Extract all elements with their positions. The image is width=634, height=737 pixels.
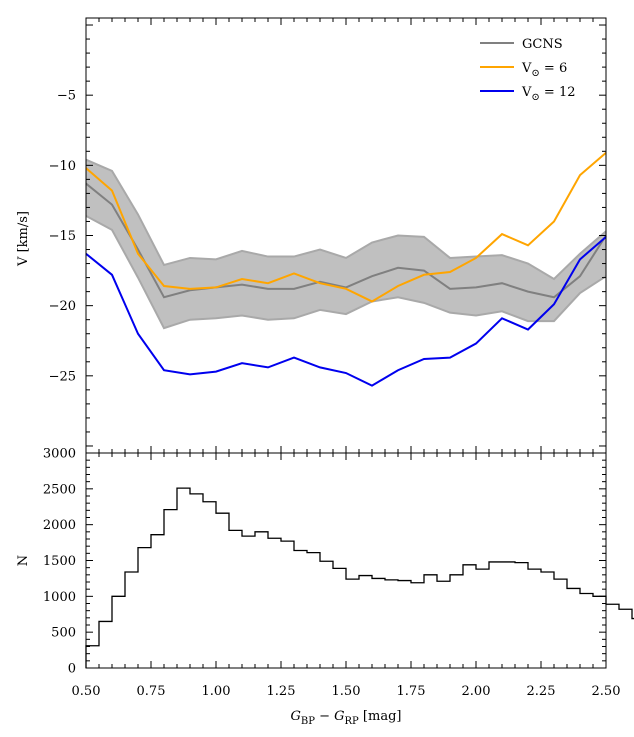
- y-tick-label: −20: [49, 299, 76, 314]
- bottom-frame: [85, 452, 607, 669]
- top-panel: −25 −20 −15 −10 −5 GCNS V⊙ = 6 V⊙ = 12: [49, 17, 607, 454]
- axis-labels: V [km/s] N GBP − GRP [mag]: [16, 211, 401, 727]
- bottom-panel: 0 500 1000 1500 2000 2500 3000 0.50 0.75 1.00 1.25…: [43, 447, 634, 699]
- x-tick-label: 1.50: [332, 684, 361, 699]
- gcns-band: [86, 159, 606, 329]
- y-axis-label-bottom: N: [16, 555, 31, 566]
- x-axis-label: GBP − GRP [mag]: [291, 709, 402, 727]
- histogram-steps: [85, 487, 634, 668]
- y-tick-label: 0: [68, 662, 76, 677]
- y-tick-label: −15: [49, 229, 76, 244]
- series-line-1: [85, 151, 607, 303]
- legend-label-2: V⊙ = 12: [521, 85, 575, 103]
- y-tick-label: −10: [49, 159, 76, 174]
- top-frame: [85, 17, 607, 454]
- x-tick-label: 2.50: [592, 684, 621, 699]
- gcns-band-lower: [85, 214, 607, 330]
- gcns-band-upper: [85, 158, 607, 281]
- x-tick-label: 0.75: [137, 684, 166, 699]
- y-tick-label: 1000: [43, 590, 76, 605]
- series-line-0: [85, 182, 607, 299]
- y-tick-label: 1500: [43, 554, 76, 569]
- x-tick-label: 2.00: [462, 684, 491, 699]
- x-tick-label: 2.25: [527, 684, 556, 699]
- y-tick-label: 500: [51, 626, 76, 641]
- y-tick-label: −5: [57, 89, 76, 104]
- legend-label-1: V⊙ = 6: [521, 61, 567, 79]
- y-tick-label: 3000: [43, 447, 76, 462]
- y-axis-label-top: V [km/s]: [16, 211, 31, 267]
- y-tick-label: −25: [49, 369, 76, 384]
- y-tick-label: 2500: [43, 482, 76, 497]
- series-line-2: [85, 236, 607, 387]
- x-tick-label: 1.75: [397, 684, 426, 699]
- legend-label-0: GCNS: [522, 37, 563, 52]
- x-tick-label: 1.25: [267, 684, 296, 699]
- y-tick-label: 2000: [43, 518, 76, 533]
- x-tick-label: 0.50: [72, 684, 101, 699]
- x-tick-label: 1.00: [202, 684, 231, 699]
